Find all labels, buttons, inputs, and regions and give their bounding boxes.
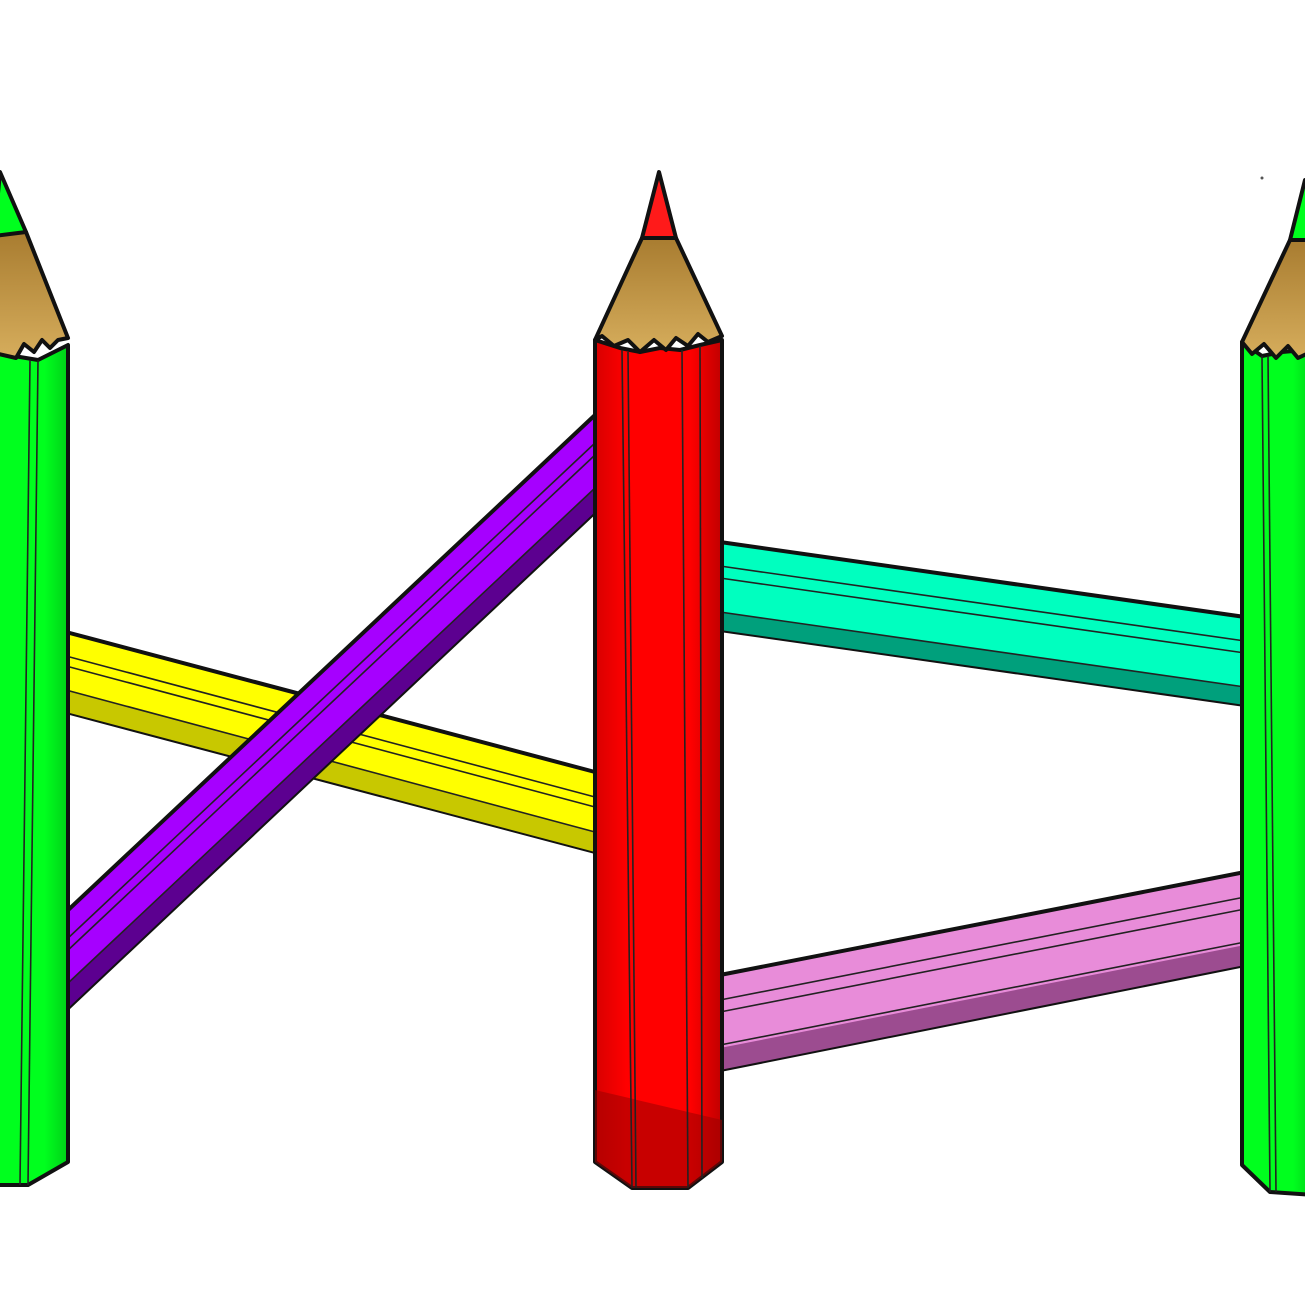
pink-rail	[718, 870, 1247, 1072]
speck-mark	[1260, 176, 1264, 180]
left-green-pencil	[0, 170, 70, 1187]
teal-rail	[718, 540, 1247, 707]
center-red-pencil	[593, 170, 724, 1190]
purple-rail	[64, 413, 597, 1012]
right-green-pencil	[1240, 177, 1305, 1197]
